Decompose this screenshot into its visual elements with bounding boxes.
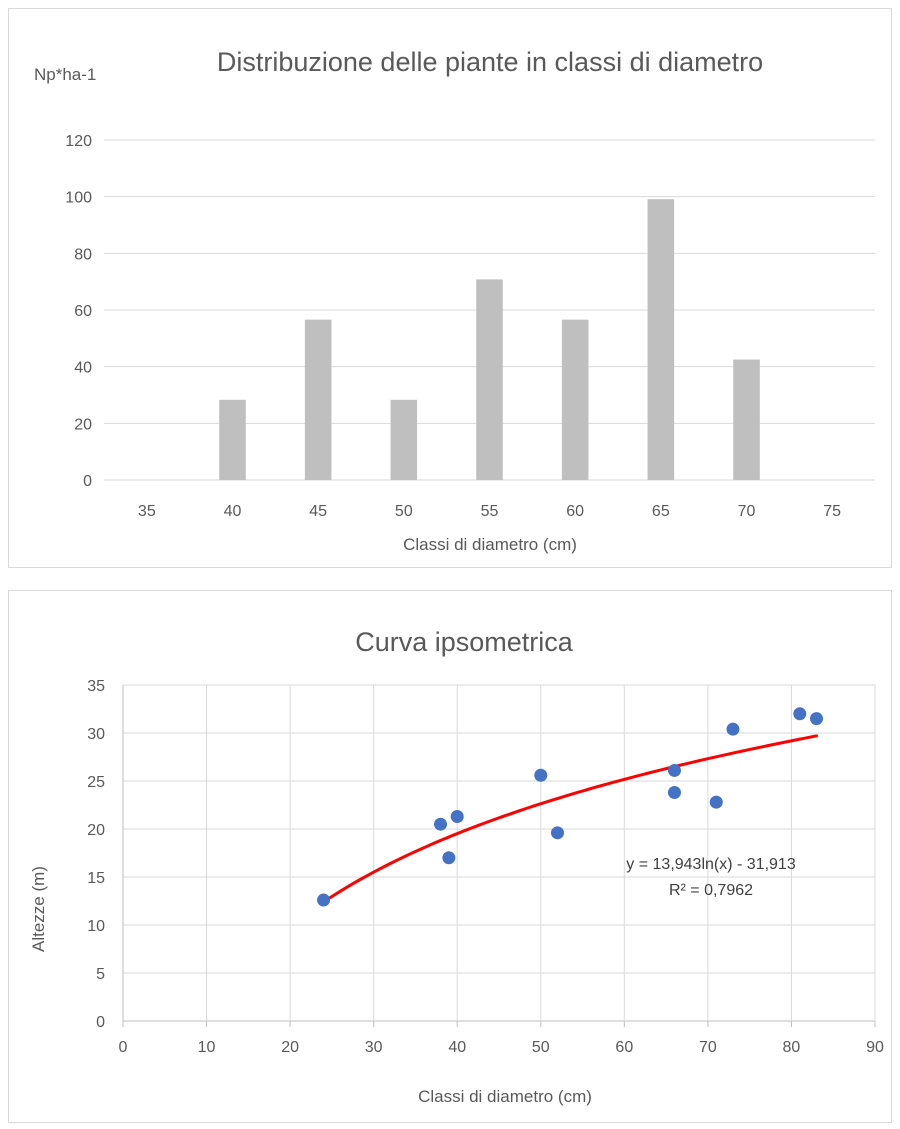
bar-x-tick-label: 35 (138, 503, 156, 520)
scatter-x-tick-label: 60 (615, 1039, 633, 1056)
bar-y-tick-label: 80 (74, 246, 92, 263)
bar-x-tick-label: 70 (738, 503, 756, 520)
bar-65 (647, 199, 675, 480)
scatter-chart-frame: Curva ipsometrica Altezze (m) 0 5 10 15 20 25… (8, 590, 892, 1123)
scatter-point (434, 817, 448, 831)
scatter-point (442, 851, 456, 865)
bar-y-tick-label: 120 (65, 133, 92, 150)
bar-y-tick-label: 100 (65, 190, 92, 207)
bar-chart-frame: Distribuzione delle piante in classi di … (8, 8, 892, 568)
trendline-equation: y = 13,943ln(x) - 31,913 (626, 856, 796, 873)
bar-x-tick-label: 55 (481, 503, 499, 520)
scatter-x-tick-label: 80 (783, 1039, 801, 1056)
scatter-x-tick-label: 70 (699, 1039, 717, 1056)
bar-chart-svg: Distribuzione delle piante in classi di … (34, 47, 875, 554)
bar-55 (476, 279, 503, 480)
bar-chart-title: Distribuzione delle piante in classi di … (217, 47, 763, 77)
bar-y-tick-label: 20 (74, 416, 92, 433)
scatter-point (793, 707, 807, 721)
scatter-x-tick-label: 90 (866, 1039, 884, 1056)
scatter-y-tick-label: 10 (87, 918, 105, 935)
bar-60 (561, 319, 589, 480)
scatter-point (667, 786, 681, 800)
bar-x-tick-label: 40 (224, 503, 242, 520)
scatter-point (810, 712, 824, 726)
scatter-y-tick-label: 35 (87, 678, 105, 695)
scatter-x-tick-label: 50 (532, 1039, 550, 1056)
scatter-chart-title: Curva ipsometrica (355, 627, 574, 657)
scatter-chart-y-axis-label: Altezze (m) (29, 866, 48, 952)
bar-x-tick-label: 65 (652, 503, 670, 520)
bar-chart-y-axis-label: Np*ha-1 (34, 65, 96, 84)
bar-y-tick-label: 40 (74, 360, 92, 377)
bar-70 (733, 359, 760, 480)
scatter-y-tick-label: 30 (87, 726, 105, 743)
scatter-x-tick-label: 20 (281, 1039, 299, 1056)
bar-x-tick-label: 50 (395, 503, 413, 520)
bar-45 (304, 319, 332, 480)
bar-y-tick-label: 60 (74, 303, 92, 320)
scatter-point (317, 893, 331, 907)
scatter-point (709, 795, 723, 809)
bar-y-tick-label: 0 (83, 473, 92, 490)
scatter-point (667, 763, 681, 777)
scatter-point (726, 722, 740, 736)
bar-x-tick-label: 60 (566, 503, 584, 520)
scatter-chart-x-axis-label: Classi di diametro (cm) (418, 1087, 592, 1106)
scatter-x-tick-label: 10 (198, 1039, 216, 1056)
scatter-point (450, 810, 464, 824)
bar-x-tick-label: 45 (309, 503, 327, 520)
bar-x-tick-label: 75 (823, 503, 841, 520)
scatter-y-tick-label: 20 (87, 822, 105, 839)
scatter-y-tick-label: 0 (96, 1014, 105, 1031)
scatter-y-tick-label: 5 (96, 966, 105, 983)
bar-chart-x-axis-label: Classi di diametro (cm) (403, 535, 577, 554)
bar-50 (390, 399, 418, 480)
scatter-y-tick-label: 15 (87, 870, 105, 887)
logarithmic-trendline (322, 734, 819, 904)
scatter-x-tick-label: 40 (448, 1039, 466, 1056)
trendline-r-squared: R² = 0,7962 (669, 882, 753, 899)
scatter-x-tick-label: 30 (365, 1039, 383, 1056)
scatter-point (534, 768, 548, 782)
scatter-y-tick-label: 25 (87, 774, 105, 791)
scatter-point (550, 826, 564, 840)
scatter-x-tick-label: 0 (119, 1039, 128, 1056)
scatter-chart-svg: Curva ipsometrica Altezze (m) 0 5 10 15 20 25… (29, 627, 884, 1106)
bar-40 (219, 399, 246, 480)
